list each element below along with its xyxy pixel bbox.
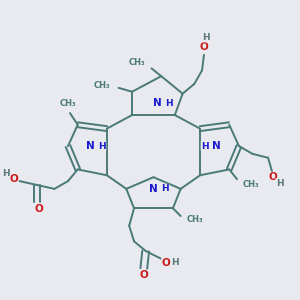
Text: O: O: [162, 258, 170, 268]
Text: CH₃: CH₃: [129, 58, 146, 67]
Text: O: O: [140, 270, 148, 280]
Text: O: O: [9, 174, 18, 184]
Text: N: N: [153, 98, 162, 108]
Text: CH₃: CH₃: [94, 81, 111, 90]
Text: N: N: [149, 184, 158, 194]
Text: H: H: [98, 142, 106, 151]
Text: N: N: [212, 141, 221, 151]
Text: CH₃: CH₃: [60, 99, 76, 108]
Text: N: N: [86, 141, 95, 151]
Text: H: H: [2, 169, 10, 178]
Text: H: H: [165, 99, 173, 108]
Text: O: O: [268, 172, 277, 182]
Text: CH₃: CH₃: [187, 215, 203, 224]
Text: H: H: [201, 142, 209, 151]
Text: H: H: [171, 258, 179, 267]
Text: O: O: [34, 204, 43, 214]
Text: CH₃: CH₃: [243, 181, 260, 190]
Text: H: H: [161, 184, 169, 194]
Text: H: H: [202, 33, 210, 42]
Text: H: H: [276, 178, 284, 188]
Text: O: O: [200, 42, 208, 52]
